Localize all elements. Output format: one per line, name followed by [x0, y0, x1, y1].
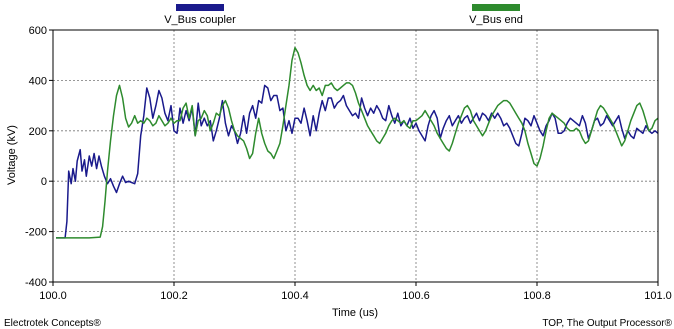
legend-label-1: V_Bus coupler [164, 14, 236, 26]
plot-area [53, 30, 658, 282]
x-tick-label: 101.0 [644, 290, 672, 302]
x-tick-label: 100.0 [39, 290, 67, 302]
legend-swatch-2 [472, 4, 520, 11]
x-tick-label: 100.2 [160, 290, 188, 302]
series-lines [56, 46, 659, 239]
plot-frame [52, 29, 659, 283]
x-tick-label: 100.4 [281, 290, 309, 302]
y-tick-label: 600 [29, 25, 47, 37]
y-tick-label: 200 [29, 126, 47, 138]
y-tick-label: 0 [41, 176, 47, 188]
series-line-2 [56, 46, 659, 239]
legend: V_Bus coupler V_Bus end [164, 4, 523, 26]
plot-background [53, 30, 658, 282]
x-axis-label: Time (us) [332, 307, 378, 319]
plot-border [52, 29, 659, 283]
x-tick-label: 100.6 [402, 290, 430, 302]
footer-left: Electrotek Concepts® [4, 318, 101, 329]
y-axis-ticks: 600 400 200 0 -200 -400 [25, 25, 53, 289]
y-tick-label: 400 [29, 75, 47, 87]
footer-right: TOP, The Output Processor® [542, 318, 672, 329]
x-axis-ticks: 100.0 100.2 100.4 100.6 100.8 101.0 [39, 282, 672, 302]
y-axis-label: Voltage (kV) [6, 125, 18, 185]
x-tick-label: 100.8 [523, 290, 551, 302]
y-tick-label: -200 [25, 227, 47, 239]
legend-label-2: V_Bus end [469, 14, 523, 26]
series-line-1 [56, 84, 659, 239]
legend-swatch-1 [176, 4, 224, 11]
y-tick-label: -400 [25, 277, 47, 289]
